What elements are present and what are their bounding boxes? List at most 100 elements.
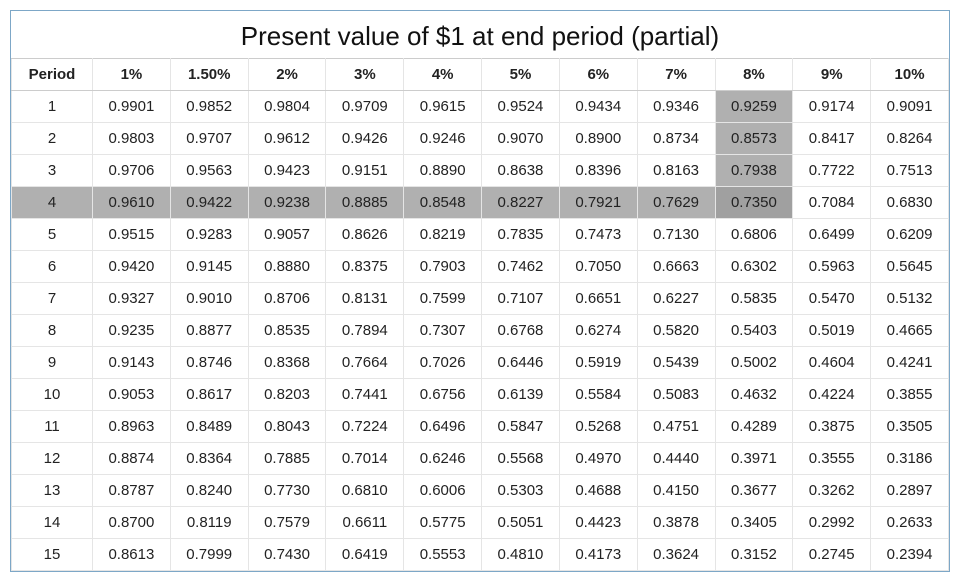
value-cell: 0.4665	[871, 315, 949, 347]
value-cell: 0.8573	[715, 123, 793, 155]
value-cell: 0.4632	[715, 379, 793, 411]
value-cell: 0.5268	[559, 411, 637, 443]
value-cell: 0.3624	[637, 539, 715, 571]
value-cell: 0.7903	[404, 251, 482, 283]
value-cell: 0.7921	[559, 187, 637, 219]
value-cell: 0.7014	[326, 443, 404, 475]
value-cell: 0.5470	[793, 283, 871, 315]
value-cell: 0.8548	[404, 187, 482, 219]
value-cell: 0.6446	[482, 347, 560, 379]
value-cell: 0.9235	[93, 315, 171, 347]
value-cell: 0.7730	[248, 475, 326, 507]
value-cell: 0.8396	[559, 155, 637, 187]
value-cell: 0.9706	[93, 155, 171, 187]
value-cell: 0.3855	[871, 379, 949, 411]
value-cell: 0.7462	[482, 251, 560, 283]
value-cell: 0.7513	[871, 155, 949, 187]
table-row: 60.94200.91450.88800.83750.79030.74620.7…	[12, 251, 949, 283]
value-cell: 0.6496	[404, 411, 482, 443]
value-cell: 0.9238	[248, 187, 326, 219]
pv-table-container: Present value of $1 at end period (parti…	[10, 10, 950, 572]
value-cell: 0.8874	[93, 443, 171, 475]
table-row: 110.89630.84890.80430.72240.64960.58470.…	[12, 411, 949, 443]
value-cell: 0.9346	[637, 91, 715, 123]
value-cell: 0.3262	[793, 475, 871, 507]
value-cell: 0.9259	[715, 91, 793, 123]
value-cell: 0.5403	[715, 315, 793, 347]
value-cell: 0.7664	[326, 347, 404, 379]
value-cell: 0.8700	[93, 507, 171, 539]
value-cell: 0.9610	[93, 187, 171, 219]
value-cell: 0.8706	[248, 283, 326, 315]
value-cell: 0.9423	[248, 155, 326, 187]
value-cell: 0.7050	[559, 251, 637, 283]
value-cell: 0.7307	[404, 315, 482, 347]
value-cell: 0.8885	[326, 187, 404, 219]
value-cell: 0.9057	[248, 219, 326, 251]
value-cell: 0.5002	[715, 347, 793, 379]
table-body: 10.99010.98520.98040.97090.96150.95240.9…	[12, 91, 949, 571]
value-cell: 0.4224	[793, 379, 871, 411]
value-cell: 0.5083	[637, 379, 715, 411]
value-cell: 0.9852	[170, 91, 248, 123]
value-cell: 0.4423	[559, 507, 637, 539]
value-cell: 0.5645	[871, 251, 949, 283]
value-cell: 0.9709	[326, 91, 404, 123]
value-cell: 0.7441	[326, 379, 404, 411]
value-cell: 0.6768	[482, 315, 560, 347]
period-cell: 13	[12, 475, 93, 507]
value-cell: 0.8877	[170, 315, 248, 347]
value-cell: 0.8368	[248, 347, 326, 379]
value-cell: 0.8203	[248, 379, 326, 411]
value-cell: 0.3875	[793, 411, 871, 443]
period-cell: 4	[12, 187, 93, 219]
value-cell: 0.8880	[248, 251, 326, 283]
value-cell: 0.6499	[793, 219, 871, 251]
col-header: 5%	[482, 59, 560, 91]
value-cell: 0.9010	[170, 283, 248, 315]
value-cell: 0.7722	[793, 155, 871, 187]
value-cell: 0.9283	[170, 219, 248, 251]
value-cell: 0.3555	[793, 443, 871, 475]
value-cell: 0.6209	[871, 219, 949, 251]
value-cell: 0.8734	[637, 123, 715, 155]
period-cell: 2	[12, 123, 93, 155]
value-cell: 0.2992	[793, 507, 871, 539]
value-cell: 0.8043	[248, 411, 326, 443]
col-header: 1.50%	[170, 59, 248, 91]
value-cell: 0.4810	[482, 539, 560, 571]
value-cell: 0.6611	[326, 507, 404, 539]
period-cell: 15	[12, 539, 93, 571]
table-row: 50.95150.92830.90570.86260.82190.78350.7…	[12, 219, 949, 251]
value-cell: 0.2897	[871, 475, 949, 507]
period-cell: 1	[12, 91, 93, 123]
value-cell: 0.5820	[637, 315, 715, 347]
value-cell: 0.7350	[715, 187, 793, 219]
period-header: Period	[12, 59, 93, 91]
table-row: 80.92350.88770.85350.78940.73070.67680.6…	[12, 315, 949, 347]
value-cell: 0.9615	[404, 91, 482, 123]
value-cell: 0.7084	[793, 187, 871, 219]
value-cell: 0.6006	[404, 475, 482, 507]
table-row: 120.88740.83640.78850.70140.62460.55680.…	[12, 443, 949, 475]
value-cell: 0.4173	[559, 539, 637, 571]
value-cell: 0.7026	[404, 347, 482, 379]
value-cell: 0.4241	[871, 347, 949, 379]
table-row: 70.93270.90100.87060.81310.75990.71070.6…	[12, 283, 949, 315]
value-cell: 0.9524	[482, 91, 560, 123]
value-cell: 0.7894	[326, 315, 404, 347]
value-cell: 0.8617	[170, 379, 248, 411]
value-cell: 0.6302	[715, 251, 793, 283]
value-cell: 0.7473	[559, 219, 637, 251]
col-header: 4%	[404, 59, 482, 91]
value-cell: 0.4440	[637, 443, 715, 475]
period-cell: 10	[12, 379, 93, 411]
table-row: 90.91430.87460.83680.76640.70260.64460.5…	[12, 347, 949, 379]
value-cell: 0.6810	[326, 475, 404, 507]
value-cell: 0.8240	[170, 475, 248, 507]
value-cell: 0.2394	[871, 539, 949, 571]
value-cell: 0.9901	[93, 91, 171, 123]
value-cell: 0.3677	[715, 475, 793, 507]
value-cell: 0.9563	[170, 155, 248, 187]
value-cell: 0.8613	[93, 539, 171, 571]
